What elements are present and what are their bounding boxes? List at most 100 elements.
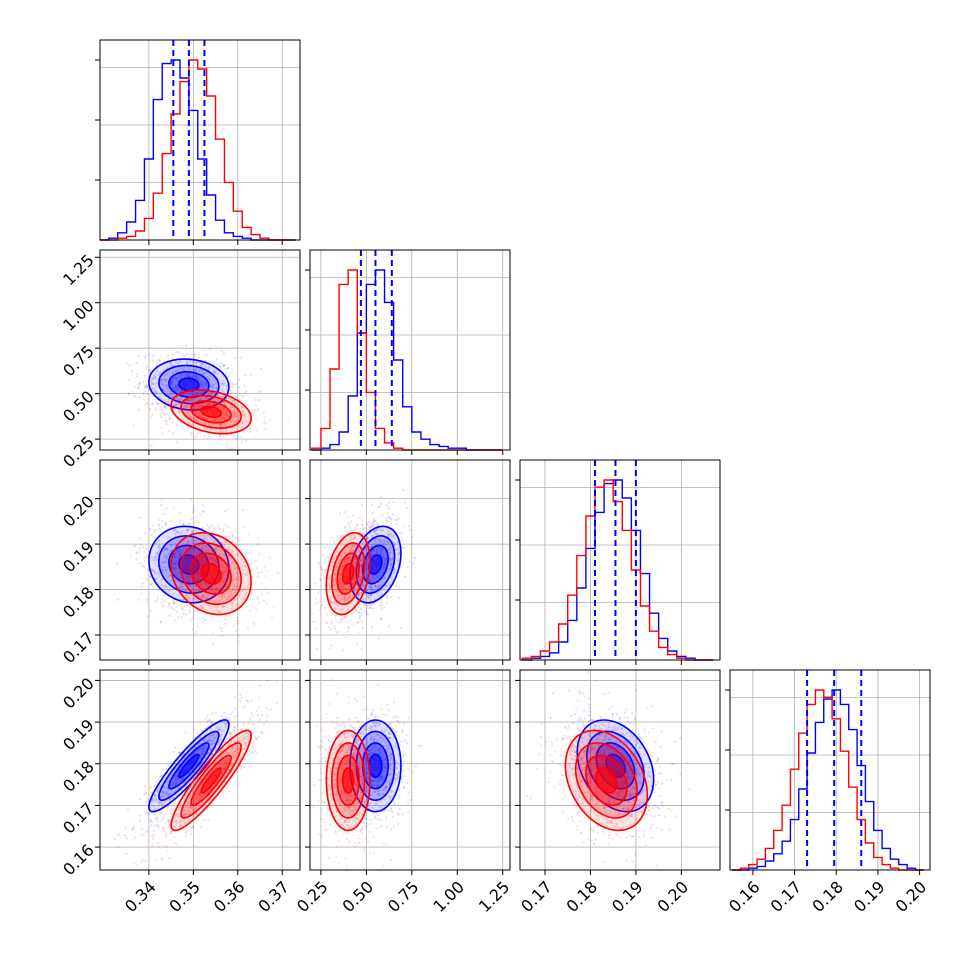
scatter-point xyxy=(187,753,190,756)
scatter-point xyxy=(397,556,400,560)
scatter-point xyxy=(164,522,168,526)
scatter-point xyxy=(155,556,158,559)
scatter-point xyxy=(342,552,345,555)
scatter-point xyxy=(333,556,336,559)
scatter-point xyxy=(242,608,245,611)
contour-line-1 xyxy=(341,562,355,585)
scatter-point xyxy=(154,389,157,393)
scatter-point xyxy=(153,571,156,574)
scatter-point xyxy=(182,523,185,526)
scatter-point xyxy=(381,602,384,605)
scatter-point xyxy=(227,554,230,558)
scatter-point xyxy=(176,778,179,781)
scatter-point xyxy=(373,519,377,522)
scatter-point xyxy=(215,551,218,554)
scatter-point xyxy=(372,553,375,556)
scatter-point xyxy=(240,435,243,438)
scatter-point xyxy=(234,414,237,417)
scatter-point xyxy=(166,387,169,390)
scatter-point xyxy=(205,376,208,379)
scatter-point xyxy=(238,415,241,418)
scatter-point xyxy=(209,555,212,558)
scatter-point xyxy=(210,585,214,589)
histogram-series-0 xyxy=(311,269,503,451)
contour-line-1 xyxy=(190,400,232,424)
scatter-point xyxy=(162,406,166,409)
scatter-point xyxy=(172,567,176,570)
scatter-point xyxy=(315,647,319,651)
scatter-point xyxy=(156,553,160,557)
scatter-point xyxy=(173,835,176,839)
scatter-point xyxy=(166,378,169,381)
scatter-point xyxy=(214,605,217,608)
scatter-point xyxy=(393,544,397,547)
scatter-point xyxy=(213,371,217,374)
scatter-point xyxy=(223,618,227,621)
contour-line-0 xyxy=(148,358,230,411)
scatter-point xyxy=(335,568,338,571)
scatter-point xyxy=(140,833,143,837)
scatter-point xyxy=(179,549,183,553)
scatter-point xyxy=(228,733,231,736)
scatter-point xyxy=(241,564,244,567)
scatter-point xyxy=(186,419,190,422)
scatter-point xyxy=(137,386,140,389)
scatter-point xyxy=(360,620,363,623)
scatter-point xyxy=(223,711,226,714)
scatter-point xyxy=(168,416,171,419)
scatter-point xyxy=(196,571,199,574)
scatter-point xyxy=(377,522,380,526)
scatter-point xyxy=(180,582,183,586)
scatter-point xyxy=(178,812,181,816)
scatter-point xyxy=(173,561,176,564)
scatter-point xyxy=(210,386,213,389)
scatter-point xyxy=(155,385,158,388)
scatter-point xyxy=(170,392,174,395)
scatter-point xyxy=(249,374,252,377)
scatter-point xyxy=(212,557,215,560)
scatter-point xyxy=(375,541,378,544)
scatter-point xyxy=(174,774,177,777)
scatter-point xyxy=(193,404,196,407)
scatter-point xyxy=(239,566,242,569)
scatter-point xyxy=(365,589,368,592)
scatter-point xyxy=(234,395,238,399)
scatter-point xyxy=(175,564,178,567)
scatter-point xyxy=(213,591,216,594)
y-tick-label: 0.19 xyxy=(59,537,98,576)
scatter-point xyxy=(160,379,163,382)
contour-line-0 xyxy=(178,753,200,779)
scatter-point xyxy=(178,571,181,574)
scatter-point xyxy=(159,579,162,583)
scatter-point xyxy=(247,582,251,585)
scatter-point xyxy=(233,750,236,753)
scatter-point xyxy=(191,588,194,592)
panel-frame-1-1 xyxy=(309,249,511,451)
scatter-point xyxy=(200,605,203,608)
scatter-point xyxy=(358,580,361,583)
scatter-point xyxy=(207,590,210,593)
scatter-point xyxy=(199,583,202,586)
scatter-point xyxy=(233,383,237,386)
scatter-point xyxy=(155,361,158,364)
scatter-point xyxy=(173,602,176,605)
scatter-point xyxy=(171,387,174,390)
scatter-point xyxy=(346,607,349,611)
scatter-point xyxy=(231,540,234,543)
scatter-point xyxy=(367,557,370,561)
scatter-point xyxy=(362,584,365,587)
scatter-point xyxy=(319,577,322,581)
scatter-point xyxy=(219,728,222,732)
scatter-point xyxy=(203,749,206,753)
scatter-point xyxy=(220,560,223,563)
histogram-panel-1 xyxy=(305,250,503,451)
scatter-point xyxy=(137,387,140,390)
scatter-point xyxy=(178,402,181,405)
scatter-point xyxy=(228,727,231,730)
scatter-point xyxy=(352,577,356,580)
scatter-point xyxy=(173,370,176,373)
scatter-point xyxy=(372,576,375,580)
scatter-point xyxy=(349,556,352,560)
scatter-point xyxy=(227,596,230,599)
